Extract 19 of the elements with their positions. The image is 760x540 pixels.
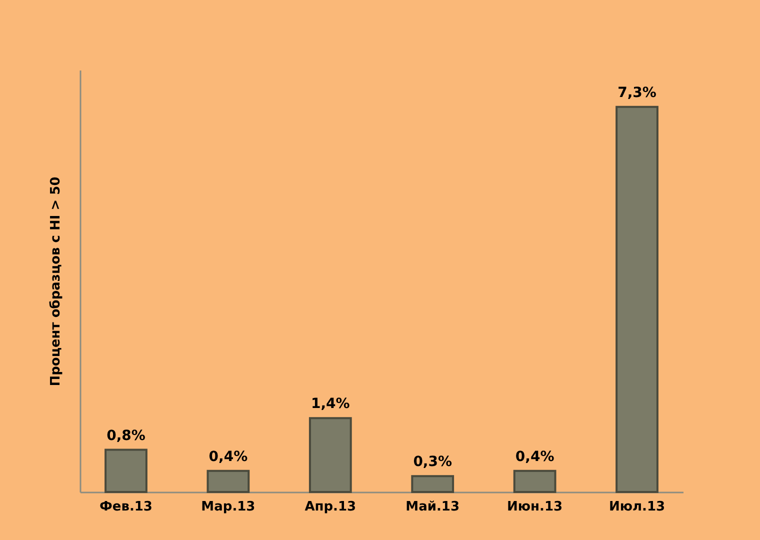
x-tick-label: Фев.13 <box>100 500 152 514</box>
data-label: 0,4% <box>208 448 248 465</box>
bar <box>616 106 658 493</box>
data-label: 0,8% <box>106 428 146 444</box>
data-label: 1,4% <box>310 396 350 412</box>
bar <box>411 475 454 493</box>
data-label: 0,3% <box>413 454 452 470</box>
y-axis-title: Процент образцов с HI > 50 <box>48 176 64 386</box>
bar <box>206 470 250 493</box>
bar <box>104 448 148 493</box>
data-label: 0,4% <box>515 448 554 465</box>
bar <box>308 417 352 493</box>
x-tick-label: Май.13 <box>406 500 460 514</box>
bar <box>513 470 556 493</box>
x-tick-label: Июн.13 <box>507 500 563 514</box>
x-tick-label: Апр.13 <box>304 500 356 514</box>
x-tick-label: Мар.13 <box>201 500 256 514</box>
data-label: 7,3% <box>618 84 656 101</box>
x-tick-label: Июл.13 <box>608 500 666 514</box>
